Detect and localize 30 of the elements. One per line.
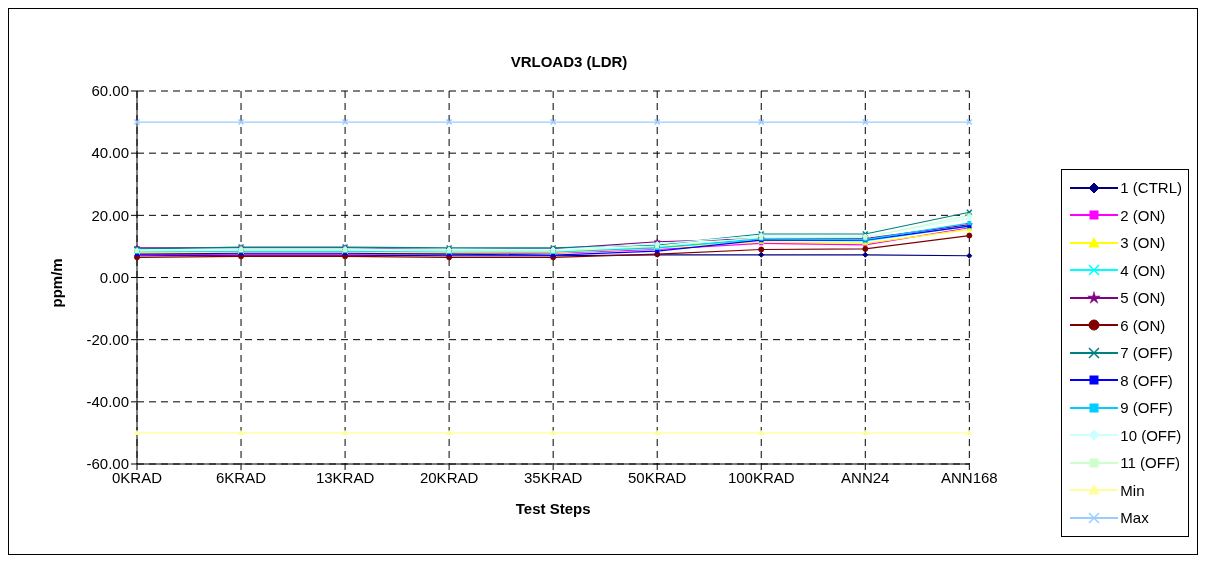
y-tick-label: 20.00 [91,206,129,224]
y-axis-title: ppm/m [48,258,66,308]
x-tick-label: ANN24 [841,468,890,486]
y-tick-label: -40.00 [86,393,129,411]
legend-label: 1 (CTRL) [1120,179,1182,197]
y-tick-label: -20.00 [86,330,129,348]
x-tick-label: ANN168 [940,468,998,486]
legend-label: 7 (OFF) [1120,344,1173,362]
legend-label: Max [1120,509,1149,527]
x-tick-label: 6KRAD [216,468,267,486]
x-tick-label: 35KRAD [523,468,583,486]
legend-label: 8 (OFF) [1120,371,1173,389]
legend-label: 10 (OFF) [1120,426,1182,444]
legend-label: Min [1120,481,1145,499]
x-axis-title: Test Steps [515,500,591,517]
legend-label: 9 (OFF) [1120,399,1173,417]
legend-label: 11 (OFF) [1120,454,1181,472]
x-tick-label: 20KRAD [419,468,479,486]
legend-label: 2 (ON) [1120,206,1166,224]
y-tick-label: 60.00 [91,82,129,100]
legend-label: 6 (ON) [1120,316,1166,334]
chart-title: VRLOAD3 (LDR) [509,53,629,70]
legend-label: 4 (ON) [1120,261,1166,279]
legend-label: 5 (ON) [1120,289,1166,307]
legend-label: 3 (ON) [1120,234,1166,252]
x-tick-label: 13KRAD [315,468,375,486]
y-tick-label: 0.00 [99,268,129,286]
x-tick-label: 50KRAD [628,468,687,486]
x-tick-label: 100KRAD [727,468,795,486]
y-tick-label: 40.00 [91,144,129,162]
